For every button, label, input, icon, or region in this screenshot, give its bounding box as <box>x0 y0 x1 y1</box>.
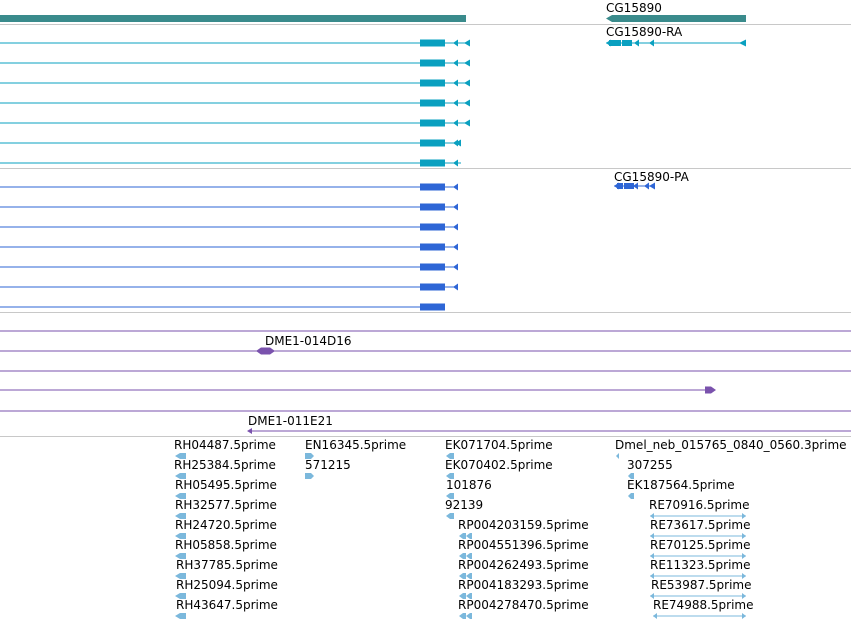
transcript-row[interactable] <box>0 119 470 127</box>
protein-row[interactable] <box>0 243 458 251</box>
est-feature[interactable] <box>650 573 746 579</box>
est-label: RE53987.5prime <box>651 578 752 592</box>
est-feature[interactable] <box>175 613 186 619</box>
est-feature[interactable] <box>175 533 186 539</box>
est-feature[interactable] <box>628 493 634 499</box>
est-feature[interactable] <box>175 553 186 559</box>
est-label: Dmel_neb_015765_0840_0560.3prime <box>615 438 847 452</box>
est-feature[interactable] <box>616 453 619 459</box>
est-feature[interactable] <box>175 473 186 479</box>
clone-label: DME1-011E21 <box>248 414 333 428</box>
protein-label: CG15890-PA <box>614 170 689 184</box>
protein-row[interactable] <box>0 303 445 311</box>
est-label: RH05495.5prime <box>175 478 277 492</box>
est-label: EK187564.5prime <box>627 478 735 492</box>
est-label: RP004203159.5prime <box>458 518 589 532</box>
clone-dme1-014d16[interactable] <box>0 347 851 355</box>
est-feature[interactable] <box>175 513 186 519</box>
transcript-cg15890-ra[interactable] <box>606 39 746 47</box>
est-label: RE70125.5prime <box>650 538 751 552</box>
gene-track-canvas <box>0 15 746 167</box>
transcript-row[interactable] <box>0 159 461 167</box>
protein-track-canvas <box>0 182 655 311</box>
est-feature[interactable] <box>446 513 454 519</box>
est-feature[interactable] <box>459 593 472 599</box>
est-feature[interactable] <box>650 553 746 559</box>
est-label: 101876 <box>446 478 492 492</box>
est-feature[interactable] <box>459 573 472 579</box>
protein-cg15890-pa[interactable] <box>614 182 655 190</box>
est-label: EK071704.5prime <box>445 438 553 452</box>
est-feature[interactable] <box>175 573 186 579</box>
transcript-row[interactable] <box>0 39 470 47</box>
clone-track: DME1-014D16 DME1-011E21 <box>0 312 851 436</box>
protein-row[interactable] <box>0 183 458 191</box>
track-separator <box>0 168 851 169</box>
est-label: RH05858.5prime <box>175 538 277 552</box>
est-label: RP004262493.5prime <box>458 558 589 572</box>
track-separator <box>0 312 851 313</box>
est-label: RH32577.5prime <box>175 498 277 512</box>
clone-label: DME1-014D16 <box>265 334 352 348</box>
est-feature[interactable] <box>446 453 454 459</box>
protein-row[interactable] <box>0 283 458 291</box>
est-label: RH04487.5prime <box>174 438 276 452</box>
est-label: RH24720.5prime <box>175 518 277 532</box>
clone-line-arrow[interactable] <box>0 386 716 394</box>
gene-bar[interactable] <box>0 15 466 22</box>
est-label: EK070402.5prime <box>445 458 553 472</box>
est-label: RH43647.5prime <box>176 598 278 612</box>
est-label: RE74988.5prime <box>653 598 754 612</box>
gene-label: CG15890 <box>606 1 662 15</box>
est-feature[interactable] <box>305 453 314 459</box>
est-feature[interactable] <box>175 453 186 459</box>
transcript-row[interactable] <box>0 139 461 147</box>
est-feature[interactable] <box>653 613 746 619</box>
est-feature[interactable] <box>305 473 314 479</box>
transcript-row[interactable] <box>0 79 470 87</box>
est-feature[interactable] <box>446 493 454 499</box>
est-label: RH37785.5prime <box>176 558 278 572</box>
gene-track: CG15890 CG15890-RA <box>0 0 851 168</box>
est-label: RH25384.5prime <box>174 458 276 472</box>
est-label: RP004551396.5prime <box>458 538 589 552</box>
est-label: 571215 <box>305 458 351 472</box>
est-track: RH04487.5prime RH25384.5prime RH05495.5pri… <box>0 436 851 620</box>
est-feature[interactable] <box>175 593 186 599</box>
transcript-label: CG15890-RA <box>606 25 683 39</box>
est-feature[interactable] <box>459 613 472 619</box>
est-label: RP004278470.5prime <box>458 598 589 612</box>
est-feature[interactable] <box>459 553 472 559</box>
est-label: RP004183293.5prime <box>458 578 589 592</box>
est-label: RE73617.5prime <box>650 518 751 532</box>
gene-bar-cg15890[interactable] <box>606 15 746 22</box>
est-track-canvas <box>175 453 746 619</box>
est-feature[interactable] <box>175 493 186 499</box>
est-feature[interactable] <box>628 473 634 479</box>
est-label: 307255 <box>627 458 673 472</box>
protein-row[interactable] <box>0 263 458 271</box>
clone-track-canvas <box>0 330 851 434</box>
protein-row[interactable] <box>0 203 458 211</box>
est-label: 92139 <box>445 498 484 512</box>
clone-dme1-011e21[interactable] <box>247 428 851 434</box>
est-label: EN16345.5prime <box>305 438 407 452</box>
est-feature[interactable] <box>650 593 746 599</box>
est-feature[interactable] <box>650 513 746 519</box>
est-feature[interactable] <box>459 533 472 539</box>
track-separator <box>0 24 851 25</box>
est-feature[interactable] <box>650 533 746 539</box>
est-label: RE11323.5prime <box>650 558 751 572</box>
protein-row[interactable] <box>0 223 458 231</box>
est-label: RH25094.5prime <box>176 578 278 592</box>
track-separator <box>0 436 851 437</box>
transcript-row[interactable] <box>0 99 470 107</box>
est-label: RE70916.5prime <box>649 498 750 512</box>
transcript-row[interactable] <box>0 59 470 67</box>
protein-track: CG15890-PA <box>0 168 851 312</box>
est-feature[interactable] <box>446 473 454 479</box>
